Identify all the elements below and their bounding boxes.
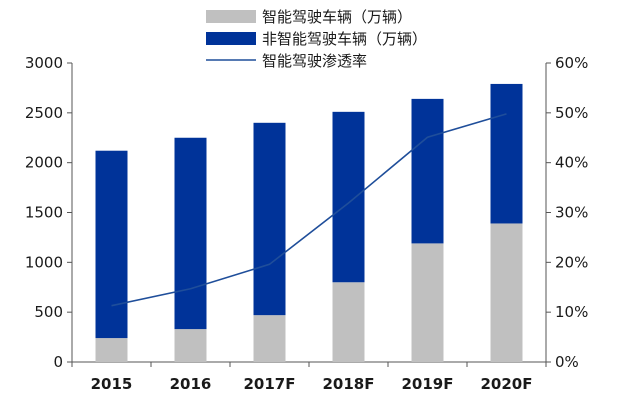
bar-smart-vehicles <box>253 315 286 362</box>
bars <box>95 83 523 362</box>
right-tick-label: 10% <box>555 303 588 321</box>
x-tick-label: 2020F <box>481 375 533 393</box>
left-tick-label: 1000 <box>25 253 63 271</box>
bar-non-smart-vehicles <box>253 122 286 316</box>
bar-non-smart-vehicles <box>95 150 128 339</box>
x-tick-label: 2017F <box>244 375 296 393</box>
x-tick-label: 2015 <box>91 375 133 393</box>
right-tick-label: 30% <box>555 204 588 222</box>
x-tick-label: 2019F <box>402 375 454 393</box>
legend-label-rate: 智能驾驶渗透率 <box>262 52 367 70</box>
bar-smart-vehicles <box>411 243 444 362</box>
legend-swatch-non-smart <box>206 32 256 45</box>
left-tick-label: 500 <box>34 303 63 321</box>
legend-label-non-smart: 非智能驾驶车辆（万辆） <box>262 30 427 48</box>
left-tick-label: 0 <box>53 353 63 371</box>
bar-smart-vehicles <box>490 223 523 362</box>
left-tick-label: 2500 <box>25 104 63 122</box>
x-tick-label: 2016 <box>170 375 212 393</box>
bar-smart-vehicles <box>332 282 365 362</box>
legend: 智能驾驶车辆（万辆） 非智能驾驶车辆（万辆） 智能驾驶渗透率 <box>206 8 427 70</box>
right-tick-label: 40% <box>555 154 588 172</box>
left-tick-label: 1500 <box>25 204 63 222</box>
axes <box>67 62 551 367</box>
legend-label-smart: 智能驾驶车辆（万辆） <box>262 8 412 26</box>
bar-smart-vehicles <box>95 338 128 362</box>
line-series <box>111 113 507 307</box>
tick-labels: 0 500 1000 1500 2000 2500 3000 0% 10% 20% 30% 40% 50… <box>25 54 589 393</box>
left-tick-label: 2000 <box>25 154 63 172</box>
bar-non-smart-vehicles <box>174 137 207 330</box>
x-tick-label: 2018F <box>323 375 375 393</box>
left-tick-label: 3000 <box>25 54 63 72</box>
bar-smart-vehicles <box>174 329 207 362</box>
right-tick-label: 0% <box>555 353 579 371</box>
bar-non-smart-vehicles <box>411 98 444 244</box>
penetration-rate-line <box>111 113 507 307</box>
right-tick-label: 60% <box>555 54 588 72</box>
right-tick-label: 50% <box>555 104 588 122</box>
right-tick-label: 20% <box>555 253 588 271</box>
bar-non-smart-vehicles <box>332 111 365 283</box>
bar-non-smart-vehicles <box>490 83 523 224</box>
legend-swatch-smart <box>206 10 256 23</box>
